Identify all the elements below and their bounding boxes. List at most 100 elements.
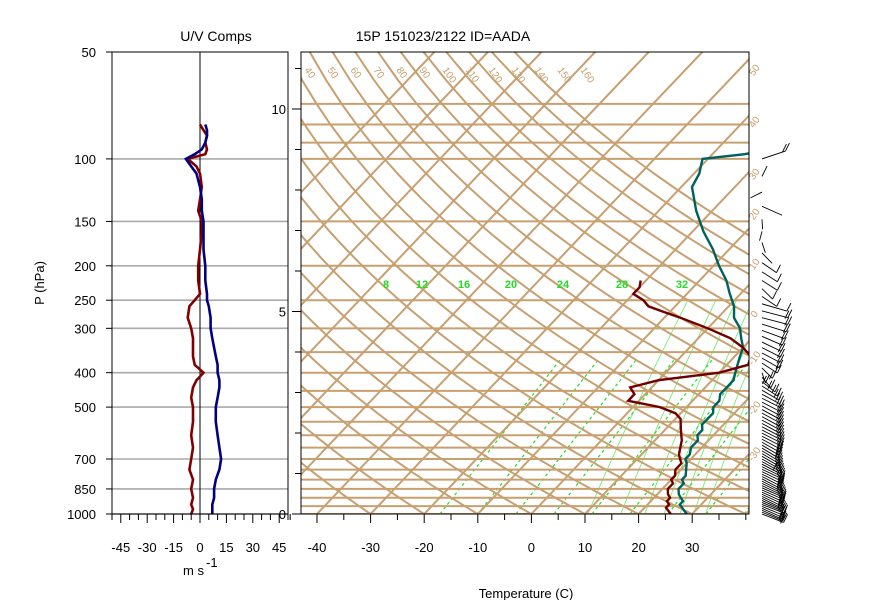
wind-barb-feather [779,427,785,437]
mixing-ratio-label: 12 [416,279,428,291]
left-y-tick-label: 200 [74,259,96,274]
wind-barb-feather [778,457,784,467]
wind-barb-feather [781,510,787,520]
left-chart-title: U/V Comps [180,28,252,44]
wind-barb-feather [779,504,785,513]
dry-adiabat-label: 40 [302,65,318,81]
wind-barb-staff [759,231,763,241]
wind-barb-staff [761,478,780,489]
dry-adiabat-line [308,52,749,423]
wind-barb-feather [780,497,786,506]
wind-barb-feather [778,455,783,464]
wind-barb-feather [776,298,782,307]
wind-barb-staff [761,296,777,307]
wind-barb-feather [781,336,787,346]
isotherm-label: 20 [747,206,763,222]
wind-barb-feather [787,316,793,325]
wind-barb-staff [761,476,781,487]
left-y-tick-label: 1000 [67,507,96,522]
dry-adiabats [301,52,749,514]
dry-adiabat-line [301,117,749,469]
isotherm-line [637,396,749,514]
wind-barb-feather [774,450,780,460]
wind-barb-feather [778,391,784,401]
right-x-tick-label: 10 [578,540,592,555]
isotherm-line [477,227,749,514]
wind-barb-staff [761,412,780,424]
left-x-axis-label-exponent: -1 [206,555,218,570]
dry-adiabat-label: 150 [555,65,574,85]
wind-barb-feather [779,417,784,427]
mixing-ratio-label: 16 [458,279,470,291]
wind-barb-feather [787,309,793,318]
isotherm-line [301,52,596,364]
left-series [183,123,223,515]
dry-adiabat-line [301,233,693,514]
wind-barb-feather [780,486,786,495]
dry-adiabat-line [445,52,749,296]
wind-barb-feather [781,488,787,497]
wind-barb-staff [761,280,778,291]
wind-barb-staff [761,397,781,408]
left-y-tick-label: 50 [82,45,96,60]
wind-barb-staff [761,509,783,520]
wind-barb-staff [761,507,783,518]
left-y-axis-label: P (hPa) [32,261,47,305]
wind-barb-feather [776,273,782,282]
wind-barb-staff [761,409,780,420]
wind-barb-feather [779,395,785,404]
wind-barb-feather [779,482,785,491]
wind-barb-staff [761,219,764,230]
wind-barb-staff [761,357,780,369]
wind-barb-staff [761,389,779,401]
wind-barb-staff [761,405,780,416]
left-x-tick-label: 45 [272,540,286,555]
wind-barb-feather [780,505,786,515]
dry-adiabat-line [301,156,749,493]
dry-adiabat-line [301,422,425,514]
wind-barb-feather [776,425,782,435]
isotherm-line [316,57,749,514]
wind-barb-staff [761,352,781,363]
wind-barb-feather [770,379,776,388]
wind-barb-staff [761,491,782,502]
right-x-ticks: -40 -30 -20 -10 0 10 20 30 [289,514,747,555]
mixing-ratio-label: 24 [557,279,570,291]
wind-barb-feather [773,388,779,398]
left-x-tick-label: -15 [164,540,183,555]
skewt-series [625,152,749,514]
wind-barb-feather [768,371,774,380]
wind-barb-feather [780,343,786,352]
dry-adiabat-line [301,195,747,514]
wind-barb-staff [761,205,783,216]
mixing-ratio-label: 32 [676,279,688,291]
dry-adiabat-line [400,52,749,336]
wind-barb-staff [761,310,788,319]
wind-barb-feather [779,462,784,472]
left-y-tick-label: 400 [74,366,96,381]
right-x-axis-label: Temperature (C) [479,586,574,600]
dry-adiabat-line [468,52,749,276]
wind-barb-staff [761,441,780,453]
wind-barb-feather [784,317,790,326]
wind-barb-feather [771,384,777,394]
wind-barb-staff [761,444,779,456]
wind-barb-feather [782,503,788,512]
isotherm-label: 10 [747,256,763,272]
wind-barb-feather [778,511,784,521]
wind-barb-feather [779,434,785,443]
wind-barb-feather [781,501,787,510]
moist-adiabat-line [515,359,637,514]
dry-adiabat-line [301,271,640,514]
wind-barb-feather [776,387,782,397]
wind-barb-feather [779,424,785,434]
wind-barb-staff [761,429,781,440]
dry-adiabat-line [422,52,749,316]
wind-barb-feather [779,421,784,430]
dry-adiabat-line [513,52,749,237]
wind-barb-staff [761,450,779,461]
mixing-ratio-line [587,300,689,514]
height-tick-label: 5 [279,305,286,320]
isotherm-line [301,52,543,307]
